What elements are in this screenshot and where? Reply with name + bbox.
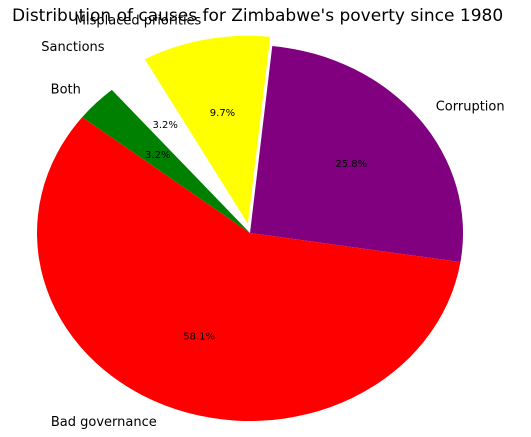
slice-label: Corruption	[436, 99, 505, 114]
slice-label: Sanctions	[41, 40, 105, 55]
chart-title: Distribution of causes for Zimbabwe's po…	[12, 6, 503, 26]
value-label: 9.7%	[210, 108, 235, 119]
value-label: 58.1%	[183, 331, 215, 342]
slice-label: Both	[51, 82, 81, 97]
pie-slice	[99, 52, 238, 218]
slice-label: Bad governance	[51, 415, 157, 430]
value-label: 3.2%	[152, 120, 177, 131]
value-label: 3.2%	[145, 150, 170, 161]
pie-slice	[36, 117, 461, 422]
pie-slice	[144, 35, 271, 224]
slice-label: Misplaced priorities	[75, 14, 202, 29]
pie-slice	[250, 46, 463, 263]
pie-slice	[82, 89, 250, 234]
value-label: 25.8%	[335, 159, 367, 170]
